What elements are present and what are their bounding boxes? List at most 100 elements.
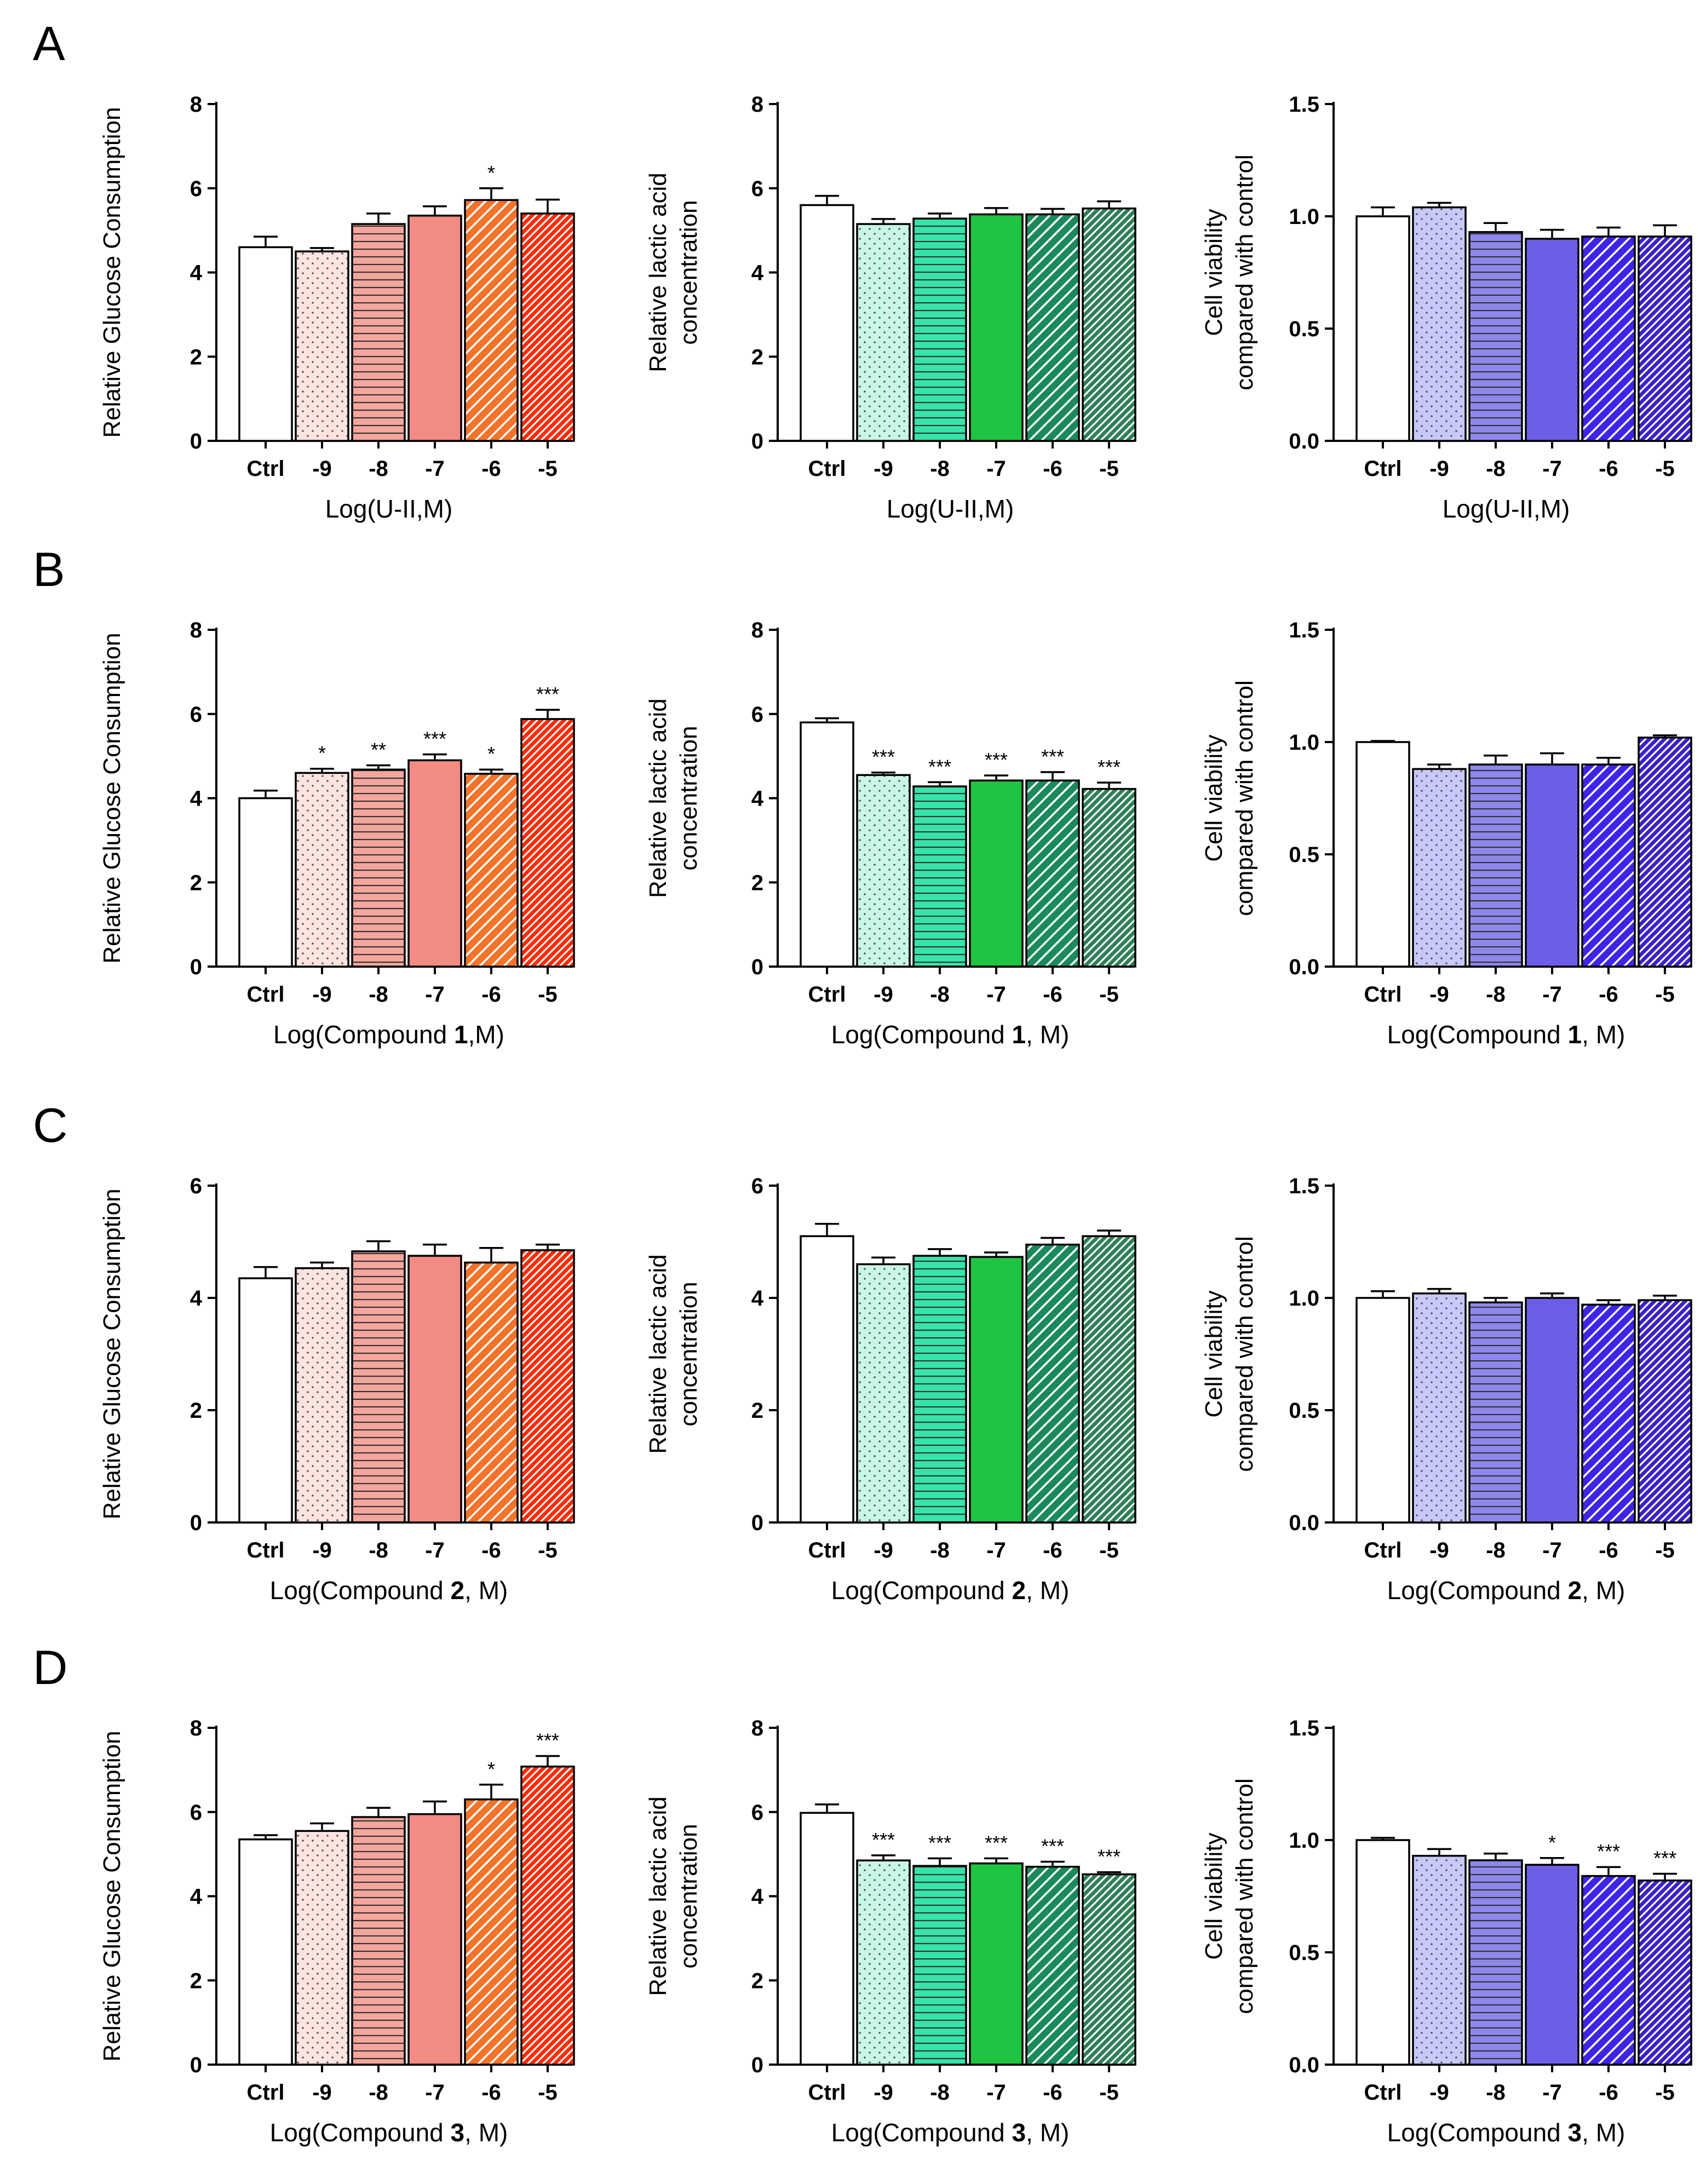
x-tick-label: -8 (1486, 1538, 1506, 1562)
y-tick-label: 0.0 (1289, 2053, 1319, 2077)
x-axis-label-compound: 2 (1012, 1576, 1026, 1605)
significance-label: * (318, 742, 326, 765)
bar--6 (1581, 1303, 1636, 1524)
y-tick-label: 6 (190, 703, 202, 727)
bar--8 (912, 1865, 967, 2066)
y-axis-label-line: Relative lactic acid (645, 1796, 671, 1996)
x-tick-label: -6 (481, 982, 501, 1007)
bar--5 (1638, 235, 1692, 442)
bar--7 (1525, 763, 1579, 968)
y-tick-label: 0.5 (1289, 317, 1319, 341)
x-tick-label: -7 (425, 457, 445, 481)
y-tick-label: 0.0 (1289, 429, 1319, 453)
panel-letter: A (33, 16, 65, 71)
x-axis-label-prefix: Log(Compound (831, 1576, 1012, 1605)
x-tick-label: -9 (312, 1538, 332, 1562)
x-axis-label-prefix: Log(U-II,M) (325, 495, 453, 523)
x-tick-label: -8 (930, 1538, 950, 1562)
significance-label: *** (1098, 1846, 1121, 1868)
bar-Ctrl (238, 246, 293, 442)
x-tick-label: -8 (1486, 2080, 1506, 2105)
y-axis-label-line: Relative Glucose Consumption (99, 633, 125, 963)
bar--7 (1525, 238, 1579, 442)
y-tick-label: 2 (190, 871, 202, 895)
x-axis-label-compound: 1 (1568, 1020, 1582, 1049)
y-tick-label: 0 (190, 1511, 202, 1535)
chart-C-2: 0 2 4 6 Relative lactic acid concentration Ctr… (645, 1174, 1136, 1605)
y-tick-label: 0 (190, 429, 202, 453)
y-tick-label: 2 (751, 345, 763, 369)
bar--9 (295, 1267, 349, 1524)
x-tick-label: -6 (1599, 2080, 1618, 2105)
x-tick-label: -5 (1655, 982, 1675, 1007)
y-axis-label: Cell viability compared with control (1200, 154, 1258, 390)
bar--5 (520, 718, 575, 968)
x-tick-label: -8 (930, 457, 950, 481)
bar--5 (520, 1765, 575, 2066)
x-tick-label: Ctrl (1364, 2080, 1402, 2105)
y-tick-label: 4 (751, 261, 764, 285)
x-axis-label-suffix: , M) (1026, 1020, 1069, 1049)
panel-letter: C (33, 1098, 68, 1152)
x-axis-label-prefix: Log(Compound (270, 1576, 451, 1605)
bar--5 (1082, 1235, 1136, 1524)
bar--9 (856, 1859, 911, 2066)
x-axis-label-compound: 3 (451, 2118, 465, 2147)
y-tick-label: 1.5 (1289, 1716, 1319, 1740)
y-tick-label: 1.5 (1289, 618, 1319, 642)
x-axis-label: Log(U-II,M) (325, 495, 453, 523)
y-tick-label: 8 (190, 93, 202, 117)
x-tick-label: -5 (1099, 982, 1119, 1007)
chart-B-2: 0 2 4 6 8 Relative lactic acid concentration Ct… (645, 618, 1136, 1049)
y-axis-label-line: compared with control (1231, 680, 1258, 916)
x-tick-label: -7 (986, 982, 1006, 1007)
significance-label: *** (928, 755, 951, 778)
x-tick-label: -8 (369, 2080, 388, 2105)
x-axis-label-compound: 1 (454, 1020, 468, 1049)
bar--6 (1581, 763, 1636, 968)
bar--5 (520, 212, 575, 442)
y-tick-label: 4 (190, 1286, 203, 1311)
x-tick-label: -9 (1429, 1538, 1449, 1562)
chart-B-3: 0.0 0.5 1.0 1.5 Cell viability compared with … (1200, 618, 1692, 1049)
x-axis-label-prefix: Log(Compound (1387, 1576, 1568, 1605)
significance-label: * (487, 1758, 495, 1780)
bar--6 (1025, 1243, 1080, 1524)
x-axis-label-prefix: Log(Compound (1387, 2118, 1568, 2147)
x-axis-label: Log(U-II,M) (887, 495, 1014, 523)
bar--7 (407, 759, 462, 968)
x-tick-label: -9 (874, 1538, 893, 1562)
x-tick-label: -7 (1542, 457, 1562, 481)
y-axis-label: Relative Glucose Consumption (99, 107, 125, 438)
bar--6 (464, 1798, 519, 2066)
bar--7 (407, 1255, 462, 1524)
x-tick-label: Ctrl (247, 2080, 285, 2105)
x-axis-label-suffix: , M) (1026, 2118, 1069, 2147)
bar--7 (407, 214, 462, 442)
chart-A-1: 0 2 4 6 8 Relative Glucose Consumption Ctrl -9 -… (99, 93, 575, 523)
y-tick-label: 8 (190, 1716, 202, 1740)
y-tick-label: 8 (751, 1716, 763, 1740)
y-axis-label: Relative lactic acid concentration (645, 1254, 702, 1453)
bar--5 (1082, 207, 1136, 442)
x-tick-label: -6 (1043, 2080, 1062, 2105)
bar-Ctrl (238, 1277, 293, 1524)
y-tick-label: 6 (751, 177, 763, 201)
x-tick-label: Ctrl (1364, 457, 1402, 481)
x-axis-label: Log(Compound 3, M) (270, 2118, 508, 2147)
x-tick-label: Ctrl (808, 457, 846, 481)
bar--6 (464, 1261, 519, 1524)
y-axis-label: Cell viability compared with control (1200, 1236, 1258, 1472)
chart-B-1: 0 2 4 6 8 Relative Glucose Consumption Ctrl * -9… (99, 618, 575, 1049)
bar--5 (1638, 737, 1692, 968)
y-axis-label-line: compared with control (1231, 1778, 1258, 2014)
significance-label: *** (536, 1729, 559, 1752)
y-tick-label: 0.5 (1289, 1399, 1319, 1423)
x-tick-label: Ctrl (1364, 1538, 1402, 1562)
bar--7 (969, 1862, 1024, 2066)
x-tick-label: -6 (481, 457, 501, 481)
y-axis-label: Relative Glucose Consumption (99, 1731, 125, 2061)
bar--6 (1025, 779, 1080, 968)
y-tick-label: 4 (190, 1885, 203, 1909)
